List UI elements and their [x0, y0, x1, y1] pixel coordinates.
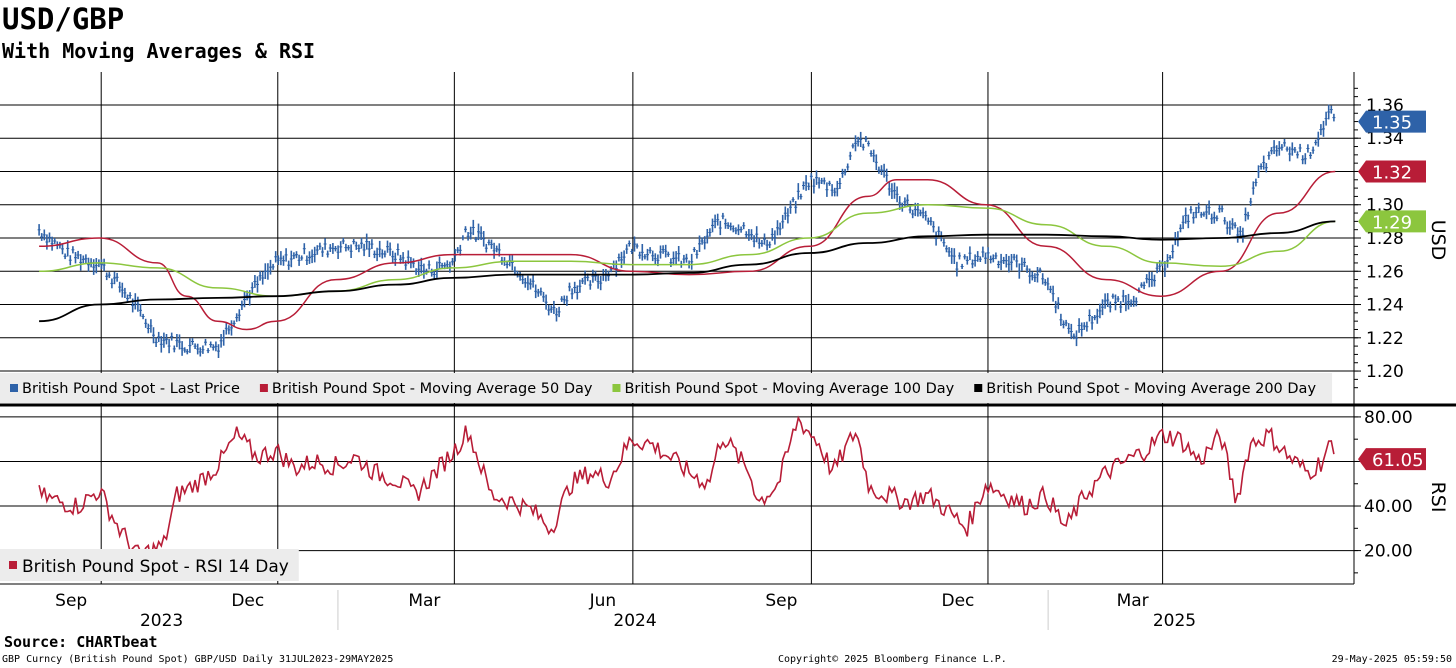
rsi-legend-swatch — [9, 561, 17, 569]
rsi-tick-label: 20.00 — [1364, 542, 1413, 562]
price-callout-0-bg — [1358, 110, 1426, 133]
legend-swatch-2 — [612, 384, 621, 392]
price-callout-2: 1.29 — [1358, 210, 1426, 233]
rsi-callout-0-bg — [1358, 448, 1426, 471]
rsi-callout-0: 61.05 — [1358, 448, 1426, 471]
price-legend-bg — [0, 373, 1333, 403]
legend-label-0: British Pound Spot - Last Price — [22, 381, 240, 397]
price-callout-2-label: 1.29 — [1372, 212, 1412, 233]
x-month-label: Sep — [55, 591, 87, 611]
rsi-legend-label: British Pound Spot - RSI 14 Day — [22, 557, 289, 577]
rsi-callout-0-label: 61.05 — [1372, 450, 1424, 471]
x-year-label: 2025 — [1153, 611, 1196, 631]
ma50-line — [39, 170, 1336, 331]
x-year-label: 2023 — [140, 611, 183, 631]
chart-title: USD/GBP — [2, 2, 125, 36]
rsi-line — [38, 415, 1335, 561]
price-tick-label: 1.26 — [1366, 262, 1404, 282]
rsi-tick-label: 80.00 — [1364, 408, 1413, 428]
legend-label-1: British Pound Spot - Moving Average 50 D… — [272, 381, 593, 397]
legend-label-2: British Pound Spot - Moving Average 100 … — [624, 381, 954, 397]
footer-copyright: Copyright© 2025 Bloomberg Finance L.P. — [778, 654, 1007, 665]
legend-label-3: British Pound Spot - Moving Average 200 … — [986, 381, 1316, 397]
chart-subtitle: With Moving Averages & RSI — [2, 39, 316, 63]
x-month-label: Dec — [231, 591, 264, 611]
x-month-label: Mar — [1117, 591, 1149, 611]
price-tick-label: 1.28 — [1366, 229, 1404, 249]
rsi-axis-title: RSI — [1427, 482, 1449, 513]
legend-swatch-1 — [259, 384, 268, 392]
price-callout-1-bg — [1358, 160, 1426, 183]
price-callout-0-label: 1.35 — [1372, 113, 1412, 134]
price-tick-label: 1.24 — [1366, 296, 1404, 316]
price-callout-2-bg — [1358, 210, 1426, 233]
price-tick-label: 1.34 — [1366, 129, 1404, 149]
price-tick-label: 1.22 — [1366, 329, 1404, 349]
ma200-line — [39, 220, 1336, 323]
rsi-legend-bg — [0, 549, 299, 581]
legend-swatch-0 — [10, 384, 18, 392]
rsi-tick-label: 40.00 — [1364, 497, 1413, 517]
price-axis-title: USD — [1427, 220, 1449, 261]
price-tick-label: 1.20 — [1366, 362, 1404, 382]
x-month-label: Mar — [408, 591, 440, 611]
price-callout-1: 1.32 — [1358, 160, 1426, 183]
footer-left: GBP Curncy (British Pound Spot) GBP/USD … — [2, 654, 394, 665]
source-note: Source: CHARTbeat — [4, 633, 158, 651]
x-month-label: Jun — [589, 591, 617, 611]
price-callout-0: 1.35 — [1358, 110, 1426, 134]
price-callout-1-label: 1.32 — [1372, 162, 1412, 183]
x-month-label: Sep — [765, 591, 797, 611]
x-month-label: Dec — [942, 591, 975, 611]
legend-swatch-3 — [974, 384, 983, 392]
x-year-label: 2024 — [613, 611, 656, 631]
footer-timestamp: 29-May-2025 05:59:50 — [1331, 654, 1452, 665]
ma100-line — [39, 203, 1336, 297]
